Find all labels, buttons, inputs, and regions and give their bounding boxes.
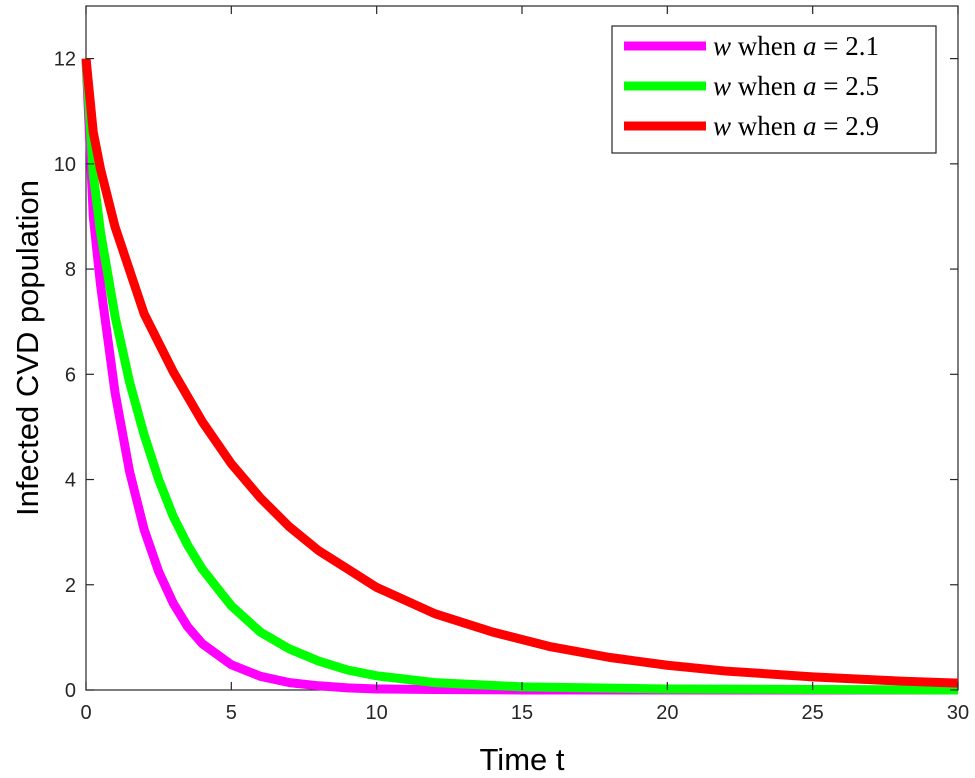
x-tick-label: 20 <box>656 702 678 724</box>
series-line-2 <box>81 58 959 695</box>
legend: w when a = 2.1 w when a = 2.5 w when a = 2… <box>611 25 937 154</box>
y-tick-label: 4 <box>65 470 76 492</box>
series-line-3 <box>81 58 959 688</box>
legend-label-2: w when a = 2.5 <box>713 71 879 101</box>
y-tick-label: 12 <box>54 49 76 71</box>
y-tick-label: 0 <box>65 680 76 702</box>
x-tick-label: 10 <box>366 702 388 724</box>
x-tick-label: 15 <box>511 702 533 724</box>
y-tick-label: 6 <box>65 364 76 386</box>
tick-layer: 0 5 10 15 20 25 30 0 2 4 6 8 10 12 <box>54 6 969 724</box>
y-tick-label: 8 <box>65 259 76 281</box>
legend-label-1: w when a = 2.1 <box>713 31 879 61</box>
x-tick-label: 25 <box>802 702 824 724</box>
x-tick-label: 30 <box>947 702 969 724</box>
x-axis-title: Time t <box>480 742 565 777</box>
series-layer <box>81 58 959 695</box>
y-tick-label: 10 <box>54 154 76 176</box>
y-tick-label: 2 <box>65 575 76 597</box>
x-tick-label: 5 <box>226 702 237 724</box>
y-axis-title: Infected CVD population <box>10 180 45 516</box>
x-tick-label: 0 <box>80 702 91 724</box>
legend-label-3: w when a = 2.9 <box>713 111 879 141</box>
